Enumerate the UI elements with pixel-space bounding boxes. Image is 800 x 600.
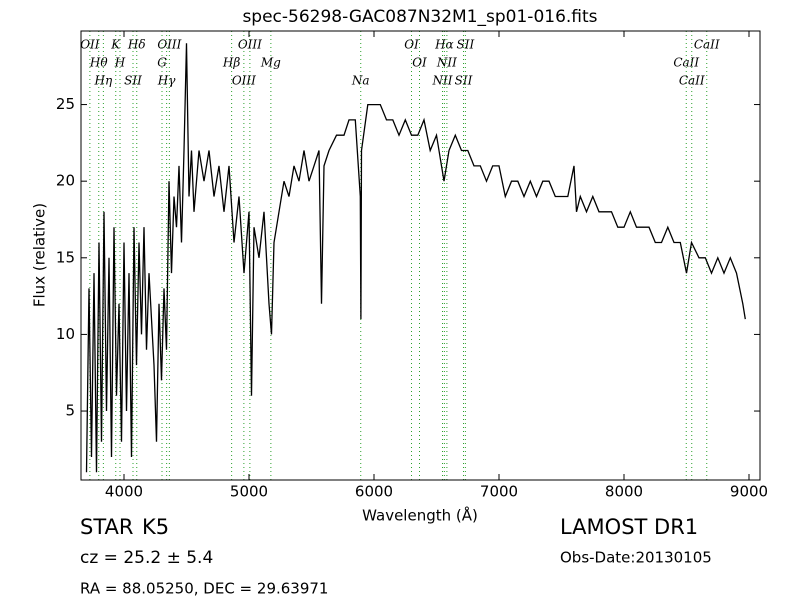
x-tick-label: 8000 [605,483,643,501]
spectral-line-label: SII [457,38,475,52]
spectral-line-label: OIII [157,38,181,52]
y-tick-label: 20 [56,172,75,190]
spectral-line-label: CaII [679,74,705,88]
spectral-line-label: G [157,56,167,70]
y-tick-label: 25 [56,95,75,113]
obs-date: Obs-Date:20130105 [560,549,712,567]
spectral-line-label: Mg [260,56,281,70]
x-axis-label: Wavelength (Å) [362,506,478,525]
spectral-line-label: Na [351,74,370,88]
spectral-line-label: OI [404,38,419,52]
spectral-line-label: Hδ [127,38,146,52]
spectral-line-label: CaII [694,38,720,52]
spectral-line-label: OII [80,38,100,52]
y-tick-label: 10 [56,325,75,343]
spectral-line-label: Hη [94,74,113,88]
y-axis-label: Flux (relative) [31,203,49,307]
x-tick-label: 4000 [105,483,143,501]
spectral-line-label: Hβ [222,56,240,70]
x-tick-label: 5000 [230,483,268,501]
spectral-line-label: CaII [673,56,699,70]
x-tick-label: 6000 [355,483,393,501]
spectral-line-label: SII [455,74,473,88]
chart-title: spec-56298-GAC087N32M1_sp01-016.fits [242,7,597,27]
spectral-line-label: K [110,38,121,52]
x-tick-label: 7000 [480,483,518,501]
redshift: cz = 25.2 ± 5.4 [80,548,213,568]
spectral-line-label: H [114,56,126,70]
spectral-line-label: SII [124,74,142,88]
spectral-line-label: OIII [238,38,262,52]
spectral-line-label: Hγ [157,74,176,88]
object-class: STAR [80,515,133,539]
spectral-line-label: NII [432,74,453,88]
spectral-line-label: Hθ [89,56,108,70]
spectrum-line [85,43,746,473]
plot-frame [80,30,761,481]
x-tick-label: 9000 [730,483,768,501]
spectral-line-label: OIII [232,74,256,88]
spectral-line-label: NII [436,56,457,70]
y-tick-label: 5 [65,402,75,420]
coordinates: RA = 88.05250, DEC = 29.63971 [80,580,328,598]
subclass: K5 [142,515,169,539]
survey: LAMOST DR1 [560,515,698,539]
y-tick-label: 15 [56,248,75,266]
spectral-line-label: Hα [434,38,454,52]
spectral-line-label: OI [412,56,427,70]
